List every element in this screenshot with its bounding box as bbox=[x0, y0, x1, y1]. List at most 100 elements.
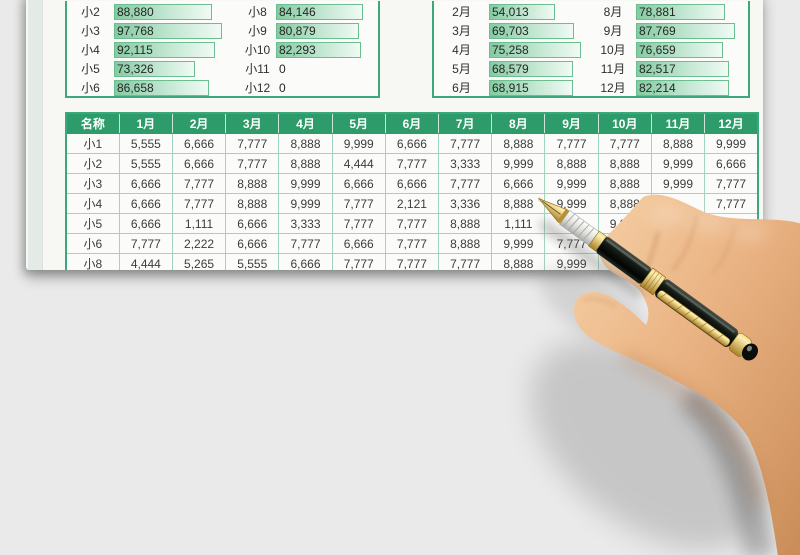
data-bar-cell: 82,293 bbox=[276, 41, 379, 58]
summary-row-label: 6月 bbox=[452, 81, 471, 95]
column-header: 3月 bbox=[225, 113, 280, 134]
monthly-data-table-wrap: 名称 1月 2月 3月 4月 5月 6月 7月 8月 9月 10月 11月 12月 小1 5,555 6,6… bbox=[65, 112, 759, 270]
data-bar-cell: 75,258 bbox=[489, 41, 611, 58]
data-bar bbox=[276, 22, 360, 39]
column-header: 1月 bbox=[119, 113, 173, 134]
value-cell: 6,666 bbox=[384, 173, 440, 194]
value-cell: 9,999 bbox=[650, 153, 706, 174]
data-bar bbox=[114, 60, 195, 77]
summary-row-label: 小3 bbox=[81, 24, 100, 38]
row-name-cell: 小6 bbox=[65, 233, 120, 254]
column-header: 2月 bbox=[172, 113, 227, 134]
data-bar bbox=[114, 22, 222, 39]
value-cell: 6,666 bbox=[118, 193, 173, 214]
value-cell: 3,333 bbox=[438, 153, 493, 174]
summary-row-value: 82,293 bbox=[279, 42, 316, 57]
row-name-cell: 小8 bbox=[65, 253, 120, 270]
value-cell: 7,777 bbox=[597, 133, 652, 154]
data-bar bbox=[489, 41, 581, 58]
summary-row-value: 82,517 bbox=[639, 61, 676, 76]
data-bar-cell: 68,915 bbox=[489, 79, 611, 96]
value-cell: 7,777 bbox=[225, 153, 280, 174]
value-cell: 5,555 bbox=[118, 153, 173, 174]
value-cell: 9,999 bbox=[278, 193, 333, 214]
row-name-cell: 小1 bbox=[65, 133, 120, 154]
value-cell bbox=[597, 233, 652, 254]
summary-row: 6月 68,915 bbox=[434, 78, 611, 97]
data-bar-cell: 82,517 bbox=[636, 60, 749, 77]
paper-left-margin-strip bbox=[28, 0, 43, 270]
summary-row-value: 82,214 bbox=[639, 80, 676, 95]
summary-row-value: 78,881 bbox=[639, 4, 676, 19]
value-cell: 8,888 bbox=[278, 153, 333, 174]
table-row: 小3 6,666 7,777 8,888 9,999 6,666 6,666 7,777 6,6… bbox=[65, 173, 759, 194]
data-bar-cell: 86,658 bbox=[114, 79, 224, 96]
table-header-row: 名称 1月 2月 3月 4月 5月 6月 7月 8月 9月 10月 11月 12月 bbox=[66, 113, 758, 134]
summary-row-value: 80,879 bbox=[279, 23, 316, 38]
value-cell: 6,666 bbox=[171, 153, 227, 174]
value-cell: 7,777 bbox=[438, 173, 493, 194]
summary-row-value: 84,146 bbox=[279, 4, 316, 19]
value-cell: 8,888 bbox=[278, 133, 333, 154]
column-header: 8月 bbox=[491, 113, 546, 134]
summary-row-value: 86,658 bbox=[117, 80, 154, 95]
summary-row: 11月 82,517 bbox=[590, 59, 749, 78]
data-bar-cell: 92,115 bbox=[114, 41, 224, 58]
value-cell: 7,777 bbox=[704, 173, 759, 194]
data-bar-cell: 68,579 bbox=[489, 60, 611, 77]
value-cell: 6,666 bbox=[278, 253, 333, 270]
column-header: 名称 bbox=[66, 113, 120, 134]
summary-row-label: 小10 bbox=[244, 43, 271, 57]
value-cell: 7,777 bbox=[544, 133, 599, 154]
value-cell: 7,777 bbox=[384, 233, 440, 254]
column-header: 6月 bbox=[385, 113, 440, 134]
value-cell: 6,666 bbox=[331, 173, 386, 194]
data-bar bbox=[636, 79, 729, 96]
data-bar-cell: 0 bbox=[276, 80, 379, 96]
value-cell: 7,777 bbox=[331, 213, 386, 234]
summary-column: 小8 84,146 小9 80,879 小10 82,293 小11 0 小12 0 bbox=[239, 2, 379, 97]
monthly-data-table: 名称 1月 2月 3月 4月 5月 6月 7月 8月 9月 10月 11月 12月 小1 5,555 6,6… bbox=[65, 112, 759, 270]
table-row: 小2 5,555 6,666 7,777 8,888 4,444 7,777 3,333 9,9… bbox=[65, 153, 759, 174]
row-name-cell: 小2 bbox=[65, 153, 120, 174]
row-name-cell: 小3 bbox=[65, 173, 120, 194]
data-bar-cell: 0 bbox=[276, 61, 379, 77]
summary-row-label: 2月 bbox=[452, 5, 471, 19]
summary-row-label: 小6 bbox=[81, 81, 100, 95]
value-cell: 7,777 bbox=[438, 253, 493, 270]
value-cell: 3,333 bbox=[278, 213, 333, 234]
value-cell bbox=[704, 253, 759, 270]
value-cell: 7,777 bbox=[384, 153, 440, 174]
column-header: 7月 bbox=[438, 113, 493, 134]
summary-row-value: 88,880 bbox=[117, 4, 154, 19]
summary-row-label: 小5 bbox=[81, 62, 100, 76]
summary-row-label: 小8 bbox=[248, 5, 267, 19]
summary-row: 10月 76,659 bbox=[590, 40, 749, 59]
value-cell: 2,222 bbox=[171, 233, 227, 254]
row-name-cell: 小5 bbox=[65, 213, 120, 234]
table-body: 小1 5,555 6,666 7,777 8,888 9,999 6,666 7,777 8,8… bbox=[65, 133, 759, 270]
summary-column: 8月 78,881 9月 87,769 10月 76,659 11月 82,517 12月 82,… bbox=[590, 2, 749, 97]
column-header: 9月 bbox=[544, 113, 599, 134]
data-bar-cell: 78,881 bbox=[636, 3, 749, 20]
data-bar bbox=[636, 41, 723, 58]
summary-row: 小10 82,293 bbox=[239, 40, 379, 59]
data-bar-cell: 88,880 bbox=[114, 3, 224, 20]
column-header: 5月 bbox=[332, 113, 386, 134]
data-bar bbox=[276, 41, 361, 58]
pen-clip-ornate bbox=[656, 290, 731, 347]
column-header: 10月 bbox=[598, 113, 652, 134]
summary-row-label: 9月 bbox=[603, 24, 623, 38]
hand-shadow bbox=[530, 266, 775, 555]
value-cell: 8,888 bbox=[491, 193, 546, 214]
data-bar-cell: 82,214 bbox=[636, 79, 749, 96]
value-cell: 7,777 bbox=[225, 133, 280, 154]
value-cell: 6,666 bbox=[225, 233, 280, 254]
value-cell: 7,777 bbox=[171, 173, 227, 194]
value-cell: 9,999 bbox=[491, 233, 546, 254]
value-cell: 8,888 bbox=[597, 193, 652, 214]
value-cell: 6,666 bbox=[118, 173, 173, 194]
summary-row-label: 小4 bbox=[81, 43, 100, 57]
data-bar bbox=[489, 3, 555, 20]
